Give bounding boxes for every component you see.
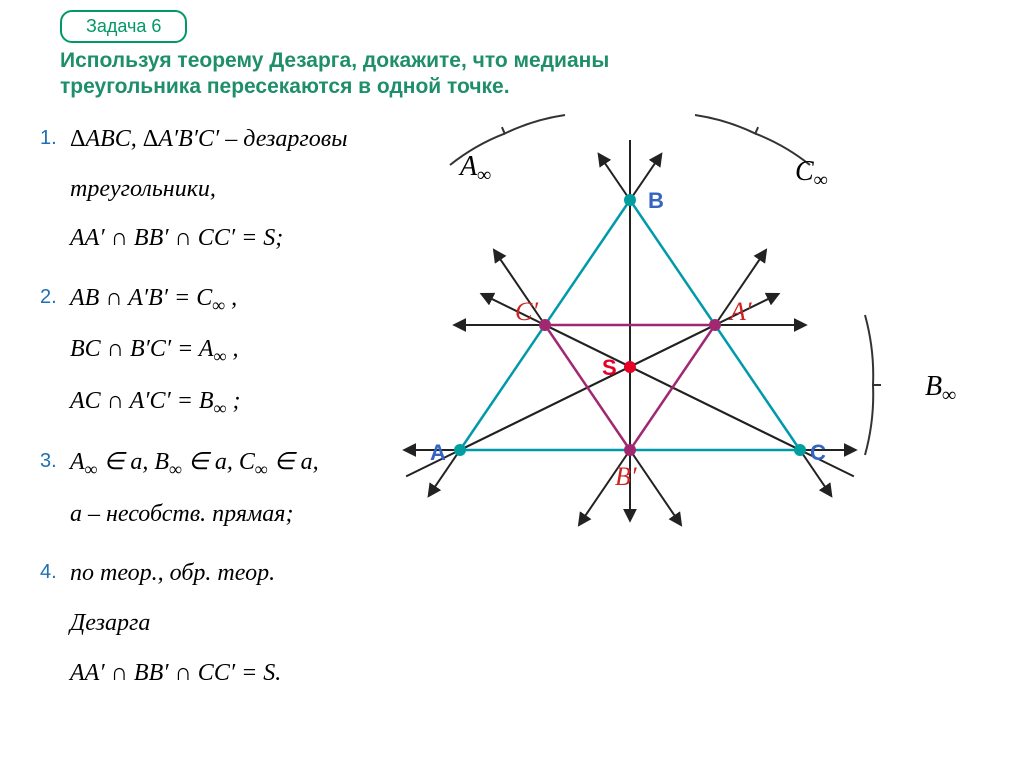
page-title: Используя теорему Дезарга, докажите, что… [60, 48, 720, 101]
step-2: 2. AB ∩ A′B′ = C∞ , BC ∩ B′C′ = A∞ , AC … [40, 279, 400, 433]
step-4-line-b: Дезарга [70, 604, 281, 644]
svg-text:B∞: B∞ [925, 371, 956, 406]
step-4-lines: по теор., обр. теор. Дезарга AA′ ∩ BB′ ∩… [70, 554, 281, 703]
step-4: 4. по теор., обр. теор. Дезарга AA′ ∩ BB… [40, 554, 400, 703]
step-2-line-a: AB ∩ A′B′ = C∞ , [70, 279, 240, 320]
step-3: 3. A∞ ∈ a, B∞ ∈ a, C∞ ∈ a, a – несобств.… [40, 443, 400, 544]
task-badge: Задача 6 [60, 10, 187, 43]
step-number-3: 3. [40, 443, 70, 544]
step-4-line-c: AA′ ∩ BB′ ∩ CC′ = S. [70, 654, 281, 694]
braces-group [450, 115, 881, 455]
svg-text:C∞: C∞ [795, 156, 828, 191]
svg-text:С: С [810, 440, 826, 465]
step-3-line-b: a – несобств. прямая; [70, 495, 319, 535]
step-1-line-b: треугольники, [70, 170, 347, 210]
step-number-1: 1. [40, 120, 70, 269]
step-1-line-a: ΔABC, ΔA′B′C′ – дезарговы [70, 120, 347, 160]
step-3-lines: A∞ ∈ a, B∞ ∈ a, C∞ ∈ a, a – несобств. пр… [70, 443, 319, 544]
svg-text:A∞: A∞ [458, 151, 491, 186]
proof-steps: 1. ΔABC, ΔA′B′C′ – дезарговы треугольник… [40, 120, 400, 713]
step-4-line-a: по теор., обр. теор. [70, 554, 281, 594]
svg-text:А: А [430, 440, 446, 465]
step-3-line-a: A∞ ∈ a, B∞ ∈ a, C∞ ∈ a, [70, 443, 319, 484]
step-1-line-c: AA′ ∩ BB′ ∩ CC′ = S; [70, 219, 347, 259]
svg-text:A′: A′ [728, 297, 752, 326]
step-2-line-c: AC ∩ A′C′ = B∞ ; [70, 382, 240, 423]
svg-text:В: В [648, 188, 664, 213]
figure-svg: А В С A′ B′ C′ S A∞ C∞ B∞ [390, 120, 1010, 570]
svg-text:B′: B′ [615, 462, 637, 491]
desargues-figure: А В С A′ B′ C′ S A∞ C∞ B∞ [390, 120, 1010, 570]
step-number-2: 2. [40, 279, 70, 433]
step-2-line-b: BC ∩ B′C′ = A∞ , [70, 330, 240, 371]
labels-group: А В С A′ B′ C′ S A∞ C∞ B∞ [430, 151, 956, 491]
svg-text:S: S [602, 355, 617, 380]
step-2-lines: AB ∩ A′B′ = C∞ , BC ∩ B′C′ = A∞ , AC ∩ A… [70, 279, 240, 433]
step-1-lines: ΔABC, ΔA′B′C′ – дезарговы треугольники, … [70, 120, 347, 269]
step-number-4: 4. [40, 554, 70, 703]
svg-text:C′: C′ [515, 297, 538, 326]
step-1: 1. ΔABC, ΔA′B′C′ – дезарговы треугольник… [40, 120, 400, 269]
